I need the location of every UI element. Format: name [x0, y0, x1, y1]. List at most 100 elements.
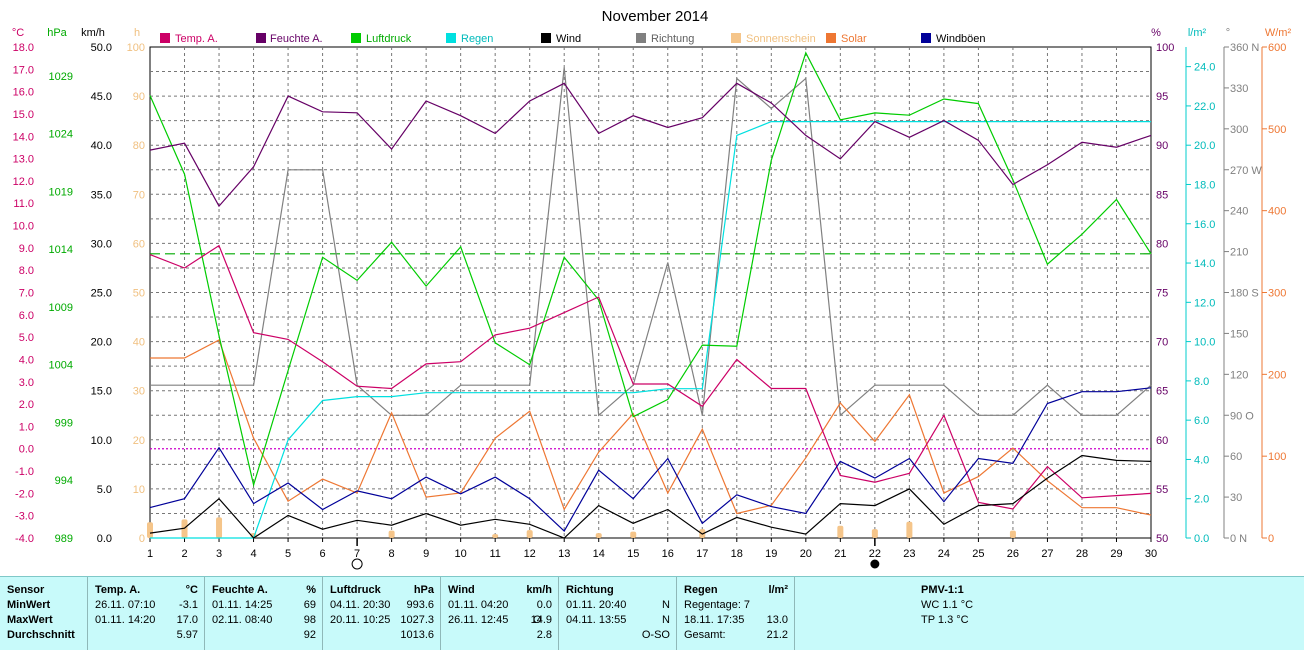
pressure-axis-tick-label: 994 [55, 475, 73, 487]
direction-axis-tick-label: 60 [1230, 451, 1242, 463]
legend-label-temp: Temp. A. [175, 33, 218, 45]
wind-axis-tick-label: 40.0 [91, 140, 112, 152]
legend-item-humidity: Feuchte A. [256, 33, 323, 45]
stats-wind-max-dir: O [533, 614, 542, 626]
legend-item-solar: Solar [826, 33, 867, 45]
stats-col-sensor: Sensor MinWert MaxWert Durchschnitt [0, 577, 88, 650]
pressure-axis-tick-label: 1024 [49, 129, 73, 141]
rain-axis-tick-label: 12.0 [1194, 297, 1215, 309]
legend-swatch-pressure [351, 33, 361, 43]
temp-axis-tick-label: 11.0 [13, 198, 34, 210]
full-moon-icon [351, 558, 363, 570]
rain-axis-tick-label: 20.0 [1194, 140, 1215, 152]
pressure-axis-unit: hPa [47, 27, 67, 39]
temp-axis-tick-label: 18.0 [13, 42, 34, 54]
legend-swatch-direction [636, 33, 646, 43]
solar-axis-tick-label: 100 [1268, 451, 1286, 463]
x-tick-label: 25 [972, 548, 984, 560]
wind-axis-tick-label: 35.0 [91, 189, 112, 201]
legend-label-solar: Solar [841, 33, 867, 45]
legend-item-wind: Wind [541, 33, 581, 45]
legend-label-direction: Richtung [651, 33, 694, 45]
direction-axis-tick-label: 30 [1230, 492, 1242, 504]
humidity-axis-tick-label: 85 [1156, 189, 1168, 201]
sun-axis-unit: h [134, 27, 140, 39]
temp-axis-tick-label: 12.0 [13, 176, 34, 188]
x-tick-label: 20 [800, 548, 812, 560]
weather-chart: November 2014 °C hPa km/h h % l/m² ° W/m… [11, 8, 1292, 570]
legend-item-rain: Regen [446, 33, 493, 45]
solar-axis-tick-label: 300 [1268, 288, 1286, 300]
humidity-axis-tick-label: 65 [1156, 386, 1168, 398]
stats-temp-header: Temp. A. [95, 584, 141, 596]
sunshine-bar [871, 529, 878, 538]
legend-label-sun: Sonnenschein [746, 33, 816, 45]
x-tick-label: 23 [903, 548, 915, 560]
stats-direction-max-time: 04.11. 13:55 [566, 614, 627, 626]
series-marks [147, 51, 1152, 570]
x-tick-label: 26 [1007, 548, 1019, 560]
rain-axis-tick-label: 6.0 [1194, 415, 1209, 427]
x-tick-label: 7 [354, 548, 360, 560]
stats-pressure-unit: hPa [413, 584, 434, 596]
pressure-axis-tick-label: 999 [55, 417, 73, 429]
temp-axis-tick-label: 17.0 [13, 64, 34, 76]
stats-wind-min-time: 01.11. 04:20 [448, 599, 509, 611]
solar-line [150, 339, 1152, 516]
sunshine-bar [216, 517, 223, 538]
rain-line [150, 120, 1151, 539]
sunshine-bar [837, 525, 844, 538]
sun-axis-tick-label: 40 [133, 337, 145, 349]
humidity-axis-tick-label: 50 [1156, 533, 1168, 545]
solar-axis-tick-label: 400 [1268, 206, 1286, 218]
wind-axis-tick-label: 50.0 [91, 42, 112, 54]
wind-axis-tick-label: 20.0 [91, 337, 112, 349]
solar-axis-tick-label: 200 [1268, 369, 1286, 381]
legend-swatch-wind [541, 33, 551, 43]
pressure-line [149, 51, 1152, 488]
wind-axis-tick-label: 0.0 [97, 533, 112, 545]
temp-line [149, 244, 1152, 510]
direction-axis-tick-label: 210 [1230, 247, 1248, 259]
stats-pressure-min-time: 04.11. 20:30 [330, 599, 391, 611]
stats-humidity-header: Feuchte A. [212, 584, 268, 596]
stats-pressure-min-val: 993.6 [406, 599, 434, 611]
pressure-axis-tick-label: 1014 [49, 244, 73, 256]
stats-wind-unit: km/h [526, 584, 552, 596]
x-tick-label: 8 [389, 548, 395, 560]
stats-wind-min-val: 0.0 [536, 599, 552, 611]
legend-item-direction: Richtung [636, 33, 694, 45]
stats-temp-max-time: 01.11. 14:20 [95, 614, 156, 626]
sun-axis-tick-label: 30 [133, 386, 145, 398]
sunshine-bar [147, 522, 153, 538]
stats-pressure-avg: 1013.6 [400, 629, 434, 641]
sun-axis-tick-label: 80 [133, 140, 145, 152]
humidity-axis-tick-label: 90 [1156, 140, 1168, 152]
temp-axis-tick-label: 9.0 [19, 243, 34, 255]
stats-col-wind: Wind km/h 01.11. 04:20 0.0 26.11. 12:45 O 14… [441, 577, 559, 650]
x-tick-label: 29 [1110, 548, 1122, 560]
chart-title: November 2014 [602, 8, 709, 25]
temp-axis-tick-label: 13.0 [13, 154, 34, 166]
sunshine-bar [595, 533, 602, 538]
x-tick-label: 18 [731, 548, 743, 560]
stats-humidity-max-val: 98 [303, 614, 316, 626]
legend-item-pressure: Luftdruck [351, 33, 412, 45]
x-tick-label: 28 [1076, 548, 1088, 560]
sunshine-bar [388, 530, 395, 538]
sun-axis-tick-label: 70 [133, 189, 145, 201]
x-tick-label: 11 [489, 548, 500, 560]
plot-grid [149, 46, 1152, 539]
direction-axis-unit: ° [1226, 27, 1230, 39]
solar-axis-tick-label: 0 [1268, 533, 1274, 545]
stats-rain-header: Regen [684, 584, 718, 596]
legend-label-humidity: Feuchte A. [270, 33, 323, 45]
stats-humidity-max-time: 02.11. 08:40 [212, 614, 273, 626]
temp-axis-tick-label: -3.0 [15, 511, 34, 523]
direction-axis-tick-label: 150 [1230, 328, 1248, 340]
wind-axis-tick-label: 30.0 [91, 238, 112, 250]
rain-axis-tick-label: 2.0 [1194, 494, 1209, 506]
wind-axis-tick-label: 15.0 [91, 386, 112, 398]
temp-axis-tick-label: 5.0 [19, 332, 34, 344]
direction-axis-tick-label: 180 S [1230, 288, 1259, 300]
